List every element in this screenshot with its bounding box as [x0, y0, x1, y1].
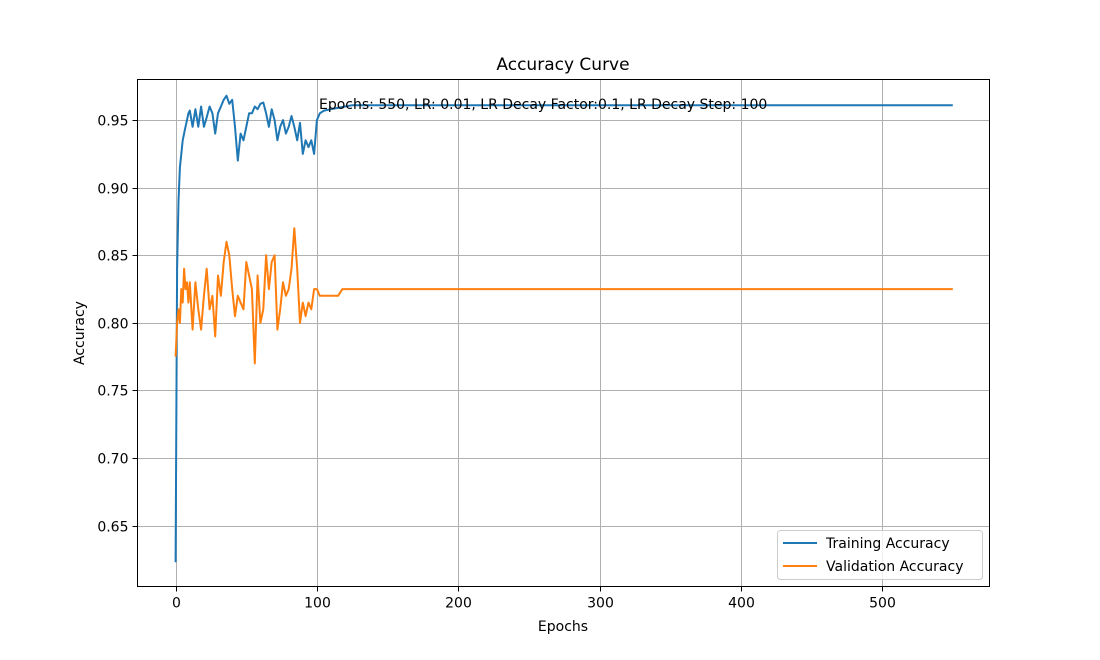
y-tick-label: 0.80	[97, 317, 128, 333]
y-tick-label: 0.95	[97, 114, 128, 130]
plot-frame	[137, 79, 990, 587]
training-accuracy-line	[174, 94, 953, 563]
y-tick-label: 0.85	[97, 249, 128, 265]
y-tick-label: 0.75	[97, 384, 128, 400]
x-axis-label: Epochs	[538, 619, 588, 635]
legend-label-validation: Validation Accuracy	[826, 559, 964, 575]
x-tick-label: 200	[445, 596, 472, 612]
chart-title: Accuracy Curve	[496, 55, 629, 75]
x-tick-label: 300	[587, 596, 614, 612]
x-tick-label: 0	[172, 596, 181, 612]
y-tick-label: 0.65	[97, 520, 128, 536]
validation-accuracy-line	[174, 227, 953, 365]
y-axis: 0.65 0.70 0.75 0.80 0.85 0.90 0.95	[97, 114, 138, 536]
legend-label-training: Training Accuracy	[825, 536, 950, 552]
y-axis-label: Accuracy	[72, 301, 88, 365]
y-tick-label: 0.70	[97, 452, 128, 468]
x-tick-label: 400	[728, 596, 755, 612]
series-layer	[174, 94, 953, 563]
grid-lines	[137, 79, 990, 587]
y-tick-label: 0.90	[97, 182, 128, 198]
legend: Training Accuracy Validation Accuracy	[777, 530, 983, 580]
x-axis: 0 100 200 300 400 500	[172, 586, 896, 612]
legend-box	[777, 530, 983, 580]
x-tick-label: 100	[304, 596, 331, 612]
chart-annotation: Epochs: 550, LR: 0.01, LR Decay Factor:0…	[319, 97, 767, 113]
x-tick-label: 500	[869, 596, 896, 612]
